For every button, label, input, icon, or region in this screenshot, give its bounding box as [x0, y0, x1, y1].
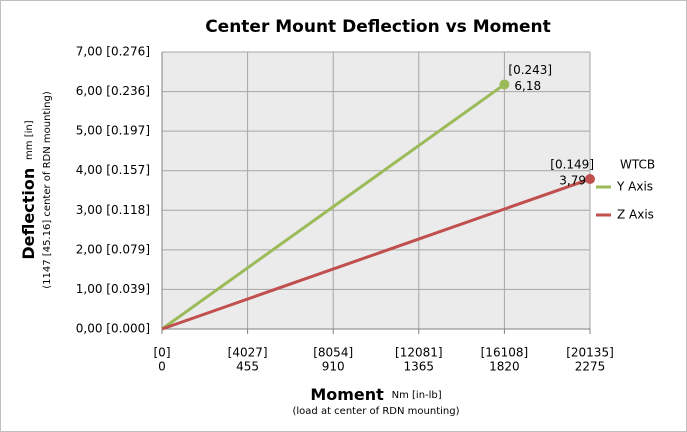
plot-area — [162, 52, 590, 329]
legend-title: WTCB — [620, 158, 655, 172]
x-tick-secondary-label: [4027] — [228, 346, 268, 360]
x-tick-label: 1820 — [489, 360, 520, 374]
data-point — [499, 79, 510, 90]
x-unit: Nm [in-lb] — [392, 390, 442, 401]
data-label-secondary: [0.243] — [508, 63, 552, 77]
x-note: (load at center of RDN mounting) — [293, 406, 460, 417]
data-label: 3,79 — [559, 174, 586, 188]
x-tick-label: 1365 — [404, 360, 435, 374]
y-tick-label: 4,00 [0.157] — [76, 163, 150, 177]
y-tick-label: 5,00 [0.197] — [76, 124, 150, 138]
y-label: Deflection — [19, 168, 38, 260]
legend-label: Z Axis — [617, 208, 654, 222]
y-tick-label: 3,00 [0.118] — [76, 203, 150, 217]
x-tick-label: 455 — [236, 360, 259, 374]
x-tick-secondary-label: [16108] — [481, 346, 529, 360]
x-tick-label: 2275 — [575, 360, 606, 374]
series-line — [161, 83, 506, 331]
series-line — [161, 177, 591, 331]
x-tick-secondary-label: [0] — [154, 346, 171, 360]
y-tick-label: 6,00 [0.236] — [76, 84, 150, 98]
data-label-secondary: [0.149] — [550, 158, 594, 172]
x-tick-label: 910 — [322, 360, 345, 374]
data-point — [585, 174, 595, 185]
y-tick-label: 1,00 [0.039] — [76, 282, 150, 296]
y-tick-label: 2,00 [0.079] — [76, 242, 150, 256]
chart-title: Center Mount Deflection vs Moment — [205, 17, 551, 37]
y-note: (1147 [45.16] center of RDN mounting) — [42, 91, 53, 289]
x-tick-secondary-label: [12081] — [395, 346, 443, 360]
x-tick-secondary-label: [8054] — [313, 346, 353, 360]
x-tick-label: 0 — [158, 360, 166, 374]
x-tick-secondary-label: [20135] — [566, 346, 614, 360]
x-axis-label: Moment Nm [in-lb] — [310, 385, 441, 404]
y-tick-label: 0,00 [0.000] — [76, 322, 150, 336]
y-axis-label: Deflection mm [in] — [19, 120, 38, 259]
y-unit: mm [in] — [24, 120, 35, 160]
x-label: Moment — [310, 385, 384, 404]
legend-label: Y Axis — [616, 180, 653, 194]
y-tick-label: 7,00 [0.276] — [76, 45, 150, 59]
data-label: 6,18 — [514, 79, 541, 93]
